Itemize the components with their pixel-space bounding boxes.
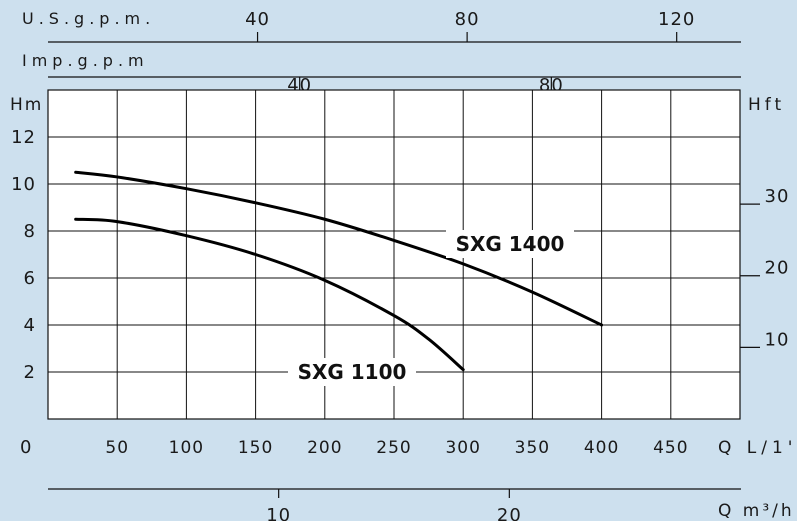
impgpm-axis-label: Imp.g.p.m: [22, 51, 149, 70]
x-tick-label: 450: [653, 438, 688, 458]
m3h-ticks: 10 20: [266, 489, 522, 521]
y-tick-label: 2: [24, 362, 36, 383]
y-tick-label: 8: [24, 221, 36, 242]
x-tick-label: 350: [515, 438, 550, 458]
hft-ticks: 10 20 30: [740, 186, 790, 350]
series-label-sxg-1400: SXG 1400: [456, 232, 565, 256]
series-line-sxg-1400: [74, 170, 604, 327]
y-tick-label: 12: [11, 127, 36, 148]
m3h-tick-label: 10: [266, 505, 291, 521]
series-label-bg: [446, 230, 574, 258]
hft-tick-label: 30: [765, 186, 790, 207]
usgpm-tick-label: 40: [245, 9, 270, 30]
y-axis-label-hft: Hft: [748, 95, 785, 115]
y-tick-label: 6: [24, 268, 36, 289]
x-tick-label: 300: [445, 438, 480, 458]
usgpm-ticks: 40 80 120: [245, 9, 695, 42]
x-tick-label: 50: [105, 438, 129, 458]
grid: [48, 90, 740, 419]
origin-label: 0: [20, 437, 32, 458]
usgpm-axis-label: U.S.g.p.m.: [22, 9, 155, 28]
m3h-axis-label: Q m³/h: [718, 501, 795, 521]
x-tick-label: 100: [169, 438, 204, 458]
x-tick-label: 250: [376, 438, 411, 458]
y-tick-label: 10: [11, 174, 36, 195]
series-line-sxg-1100: [74, 217, 465, 372]
x-tick-label: 200: [307, 438, 342, 458]
x-ticks: 50 100 150 200 250 300 350 400 450: [105, 438, 688, 458]
curves: SXG 1400 SXG 1100: [74, 170, 604, 386]
series-label-bg: [288, 358, 416, 386]
m3h-tick-label: 20: [497, 505, 522, 521]
series-label-sxg-1100: SXG 1100: [298, 360, 407, 384]
x-axis-label: Q L/1': [718, 438, 797, 458]
x-tick-label: 150: [238, 438, 273, 458]
y-tick-label: 4: [24, 315, 36, 336]
usgpm-tick-label: 80: [455, 9, 480, 30]
hft-tick-label: 20: [765, 258, 790, 279]
hft-tick-label: 10: [765, 329, 790, 350]
x-tick-label: 400: [584, 438, 619, 458]
y-axis-label-hm: Hm: [10, 95, 43, 115]
y-ticks: 2 4 6 8 10 12: [11, 127, 36, 383]
usgpm-tick-label: 120: [658, 9, 695, 30]
